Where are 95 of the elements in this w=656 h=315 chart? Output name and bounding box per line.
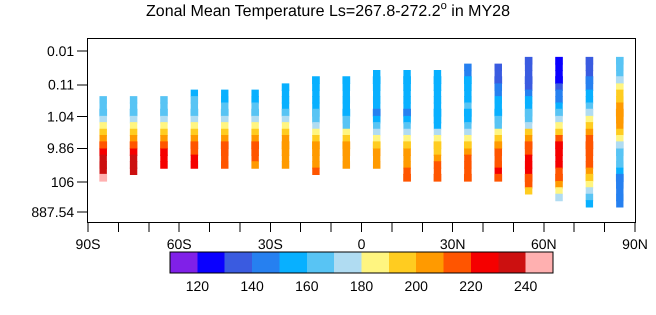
point: [373, 90, 380, 97]
x-tick-label: 90N: [622, 236, 648, 252]
point: [312, 108, 320, 117]
point: [372, 161, 380, 169]
point: [99, 174, 108, 182]
point: [464, 174, 472, 182]
point: [100, 168, 107, 175]
color-bar-label: 240: [514, 278, 538, 294]
point: [494, 102, 502, 110]
point: [251, 161, 259, 169]
point: [342, 102, 350, 110]
point: [403, 154, 411, 162]
point: [434, 76, 442, 84]
point: [403, 102, 411, 110]
point: [373, 154, 380, 162]
point: [494, 168, 502, 175]
point: [403, 168, 411, 175]
point: [524, 135, 532, 142]
point: [100, 135, 107, 142]
y-tick-label: 1.04: [46, 108, 74, 124]
point: [555, 64, 563, 72]
point: [312, 90, 320, 97]
point: [555, 56, 563, 65]
point: [464, 168, 472, 175]
x-tick-label: 90S: [76, 236, 100, 252]
point: [586, 141, 594, 150]
point: [160, 108, 168, 117]
point: [312, 154, 320, 162]
point: [282, 161, 290, 169]
point: [282, 128, 290, 136]
color-bar-label: 220: [459, 278, 483, 294]
x-tick-label: 0: [358, 236, 366, 252]
point: [130, 108, 138, 117]
x-tick-label: 30N: [440, 236, 466, 252]
point: [100, 154, 107, 162]
color-bar-label: 140: [240, 278, 264, 294]
y-tick-label: 106: [50, 174, 74, 190]
point: [524, 102, 532, 110]
point: [555, 76, 563, 84]
point: [464, 90, 472, 97]
point: [190, 154, 198, 162]
point: [403, 90, 411, 97]
point: [403, 76, 411, 84]
point: [434, 174, 442, 182]
point: [190, 135, 198, 142]
y-tick-label: 887.54: [31, 204, 74, 220]
y-tick-label: 9.86: [46, 140, 74, 156]
point: [221, 122, 228, 130]
point: [130, 154, 138, 162]
x-tick-label: 30S: [258, 236, 283, 252]
point: [586, 90, 594, 97]
point: [555, 108, 563, 117]
point: [494, 174, 502, 182]
point: [434, 96, 442, 104]
point: [312, 168, 320, 175]
point: [190, 90, 198, 97]
y-tick-label: 0.11: [48, 76, 74, 93]
point: [160, 128, 168, 136]
color-bar-label: 180: [350, 278, 374, 294]
x-tick-label: 60S: [166, 236, 192, 252]
color-bar-label: 120: [186, 278, 210, 294]
point: [342, 154, 350, 162]
point: [160, 141, 168, 150]
point: [100, 122, 107, 130]
point: [555, 128, 563, 136]
point: [312, 76, 320, 84]
point: [251, 122, 259, 130]
point: [524, 168, 532, 175]
point: [221, 90, 228, 97]
point: [282, 108, 290, 117]
color-bar-label: 200: [404, 278, 428, 294]
point: [160, 161, 168, 169]
chart-title: Zonal Mean Temperature Ls=267.8-272.2$^{o}$ in MY28: [146, 0, 510, 20]
point: [251, 90, 259, 97]
y-tick-label: 0.01: [46, 42, 74, 59]
point: [130, 135, 138, 142]
point: [251, 135, 259, 142]
color-bar-label: 160: [295, 278, 319, 294]
point: [403, 174, 411, 182]
point: [221, 135, 228, 142]
point: [190, 122, 198, 130]
point: [524, 154, 532, 162]
point: [555, 141, 563, 150]
point: [555, 161, 563, 169]
point: [130, 168, 138, 175]
point: [190, 161, 198, 169]
point: [373, 102, 380, 110]
point: [130, 141, 138, 150]
point: [282, 96, 290, 104]
point: [312, 102, 320, 110]
point: [130, 122, 138, 130]
x-tick-label: 60N: [530, 236, 557, 252]
point: [555, 174, 563, 182]
point: [342, 90, 350, 97]
point: [342, 161, 350, 169]
